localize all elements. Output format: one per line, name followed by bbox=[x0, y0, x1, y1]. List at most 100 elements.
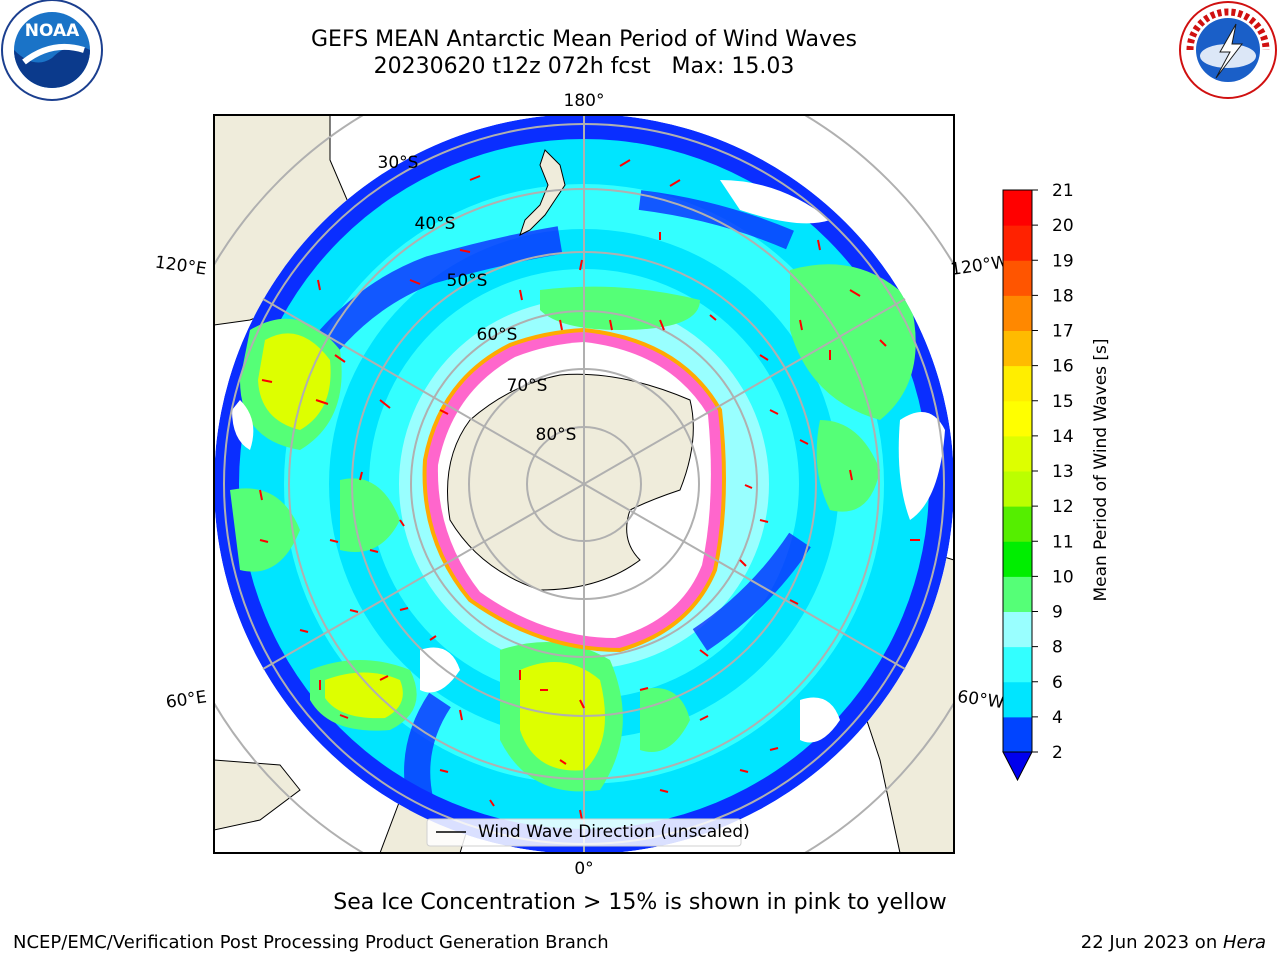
wave-arrow bbox=[579, 809, 583, 821]
wave-arrow bbox=[315, 399, 329, 405]
colorbar-swatch bbox=[1003, 330, 1032, 367]
wave-arrow bbox=[359, 471, 363, 481]
wave-direction-arrows bbox=[259, 159, 920, 821]
lat-label-80s: 80°S bbox=[536, 425, 577, 445]
colorbar-swatch bbox=[1003, 611, 1032, 648]
wave-patch-pacific bbox=[790, 264, 916, 420]
wave-arrow bbox=[329, 539, 339, 543]
nws-logo bbox=[1179, 1, 1277, 99]
colorbar-tick-label: 13 bbox=[1052, 462, 1074, 482]
wave-arrow bbox=[817, 239, 821, 251]
wave-arrow bbox=[429, 635, 437, 641]
colorbar-tick-label: 6 bbox=[1052, 673, 1063, 693]
lon-label-0: 0° bbox=[574, 859, 593, 879]
lat-label-70s: 70°S bbox=[507, 376, 548, 396]
wave-arrow bbox=[799, 439, 809, 445]
colorbar-swatch bbox=[1003, 365, 1032, 402]
wave-arrow bbox=[459, 709, 463, 721]
lon-label-180: 180° bbox=[564, 91, 605, 111]
colorbar-swatch bbox=[1003, 400, 1032, 437]
wave-arrow bbox=[334, 354, 346, 363]
colorbar-tick-label: 10 bbox=[1052, 567, 1074, 587]
credit-text: NCEP/EMC/Verification Post Processing Pr… bbox=[13, 932, 609, 953]
colorbar-tick-label: 15 bbox=[1052, 392, 1074, 412]
map-frame bbox=[213, 114, 955, 854]
lon-label-120w: 120°W bbox=[949, 252, 1009, 280]
wave-arrow bbox=[639, 687, 649, 691]
lon-label-60e: 60°E bbox=[165, 687, 208, 712]
host-text: Hera bbox=[1222, 932, 1266, 953]
colorbar-tick-label: 8 bbox=[1052, 638, 1063, 658]
datestamp: 22 Jun 2023 on Hera bbox=[1081, 932, 1266, 953]
wave-arrow bbox=[799, 319, 803, 331]
land-antarctica bbox=[447, 373, 694, 591]
colorbar-swatch bbox=[1003, 260, 1032, 296]
wave-arrow bbox=[659, 789, 669, 793]
wave-arrow bbox=[409, 279, 421, 285]
wave-arrow bbox=[299, 629, 309, 633]
lat-label-30s: 30°S bbox=[378, 153, 419, 173]
colorbar-tick-label: 11 bbox=[1052, 532, 1074, 552]
wave-arrow bbox=[259, 489, 263, 501]
wave-arrow bbox=[459, 249, 471, 253]
wave-arrow bbox=[519, 289, 523, 301]
wave-arrow bbox=[744, 484, 753, 489]
wave-arrow bbox=[659, 319, 665, 331]
wave-arrow bbox=[769, 409, 779, 415]
colorbar-swatch bbox=[1003, 435, 1032, 472]
colorbar-tick-label: 19 bbox=[1052, 251, 1074, 271]
wave-arrow bbox=[559, 759, 567, 765]
colorbar-swatch bbox=[1003, 681, 1032, 718]
wave-arrow bbox=[699, 715, 709, 721]
lon-label-60w: 60°W bbox=[956, 687, 1005, 713]
wave-arrow bbox=[759, 519, 769, 523]
wave-arrow bbox=[699, 649, 709, 657]
wave-arrow bbox=[879, 339, 887, 347]
wave-arrow bbox=[849, 289, 861, 297]
colorbar-tick-label: 17 bbox=[1052, 322, 1074, 342]
colorbar-tick-label: 18 bbox=[1052, 286, 1074, 306]
wave-arrow bbox=[579, 699, 585, 709]
legend-label: Wind Wave Direction (unscaled) bbox=[478, 822, 750, 842]
land-africa bbox=[214, 759, 301, 831]
colorbar-label: Mean Period of Wind Waves [s] bbox=[1091, 338, 1111, 601]
wave-arrow bbox=[261, 379, 273, 383]
lat-label-50s: 50°S bbox=[447, 271, 488, 291]
wave-arrow bbox=[769, 747, 779, 751]
colorbar-swatch bbox=[1003, 576, 1032, 612]
colorbar-tick-label: 12 bbox=[1052, 497, 1074, 517]
wave-arrow bbox=[849, 469, 853, 481]
wave-arrow bbox=[579, 259, 583, 271]
wave-arrow bbox=[259, 539, 269, 543]
colorbar-tick-label: 2 bbox=[1052, 743, 1063, 763]
noaa-logo-text: NOAA bbox=[25, 21, 80, 41]
colorbar-tick-label: 20 bbox=[1052, 216, 1074, 236]
wave-arrow bbox=[369, 549, 379, 553]
wave-arrow bbox=[619, 159, 631, 167]
wave-arrow bbox=[669, 179, 681, 187]
colorbar-extend-arrow bbox=[1002, 751, 1033, 782]
map-subtitle: 20230620 t12z 072h fcst Max: 15.03 bbox=[373, 54, 795, 79]
lon-label-120e: 120°E bbox=[154, 253, 208, 280]
colorbar-swatch bbox=[1003, 295, 1032, 331]
colorbar-tick-label: 16 bbox=[1052, 357, 1074, 377]
wave-arrow bbox=[379, 399, 391, 409]
wave-arrow bbox=[489, 799, 495, 807]
wave-arrow bbox=[469, 175, 481, 181]
wave-arrow bbox=[349, 609, 359, 613]
noaa-logo: NOAA bbox=[1, 0, 103, 101]
colorbar: 2 4 6 8 9 10 11 12 13 14 15 16 17 18 19 20 21 bbox=[1002, 181, 1074, 782]
map-title: GEFS MEAN Antarctic Mean Period of Wind … bbox=[311, 27, 857, 52]
wave-arrow bbox=[399, 607, 409, 611]
wave-arrow bbox=[339, 714, 349, 719]
wind-direction-legend: Wind Wave Direction (unscaled) bbox=[426, 818, 750, 847]
colorbar-tick-label: 21 bbox=[1052, 181, 1074, 201]
colorbar-swatch bbox=[1003, 541, 1032, 577]
wave-arrow bbox=[709, 314, 717, 321]
colorbar-tick-label: 14 bbox=[1052, 427, 1074, 447]
wave-arrow bbox=[609, 319, 613, 331]
colorbar-tick-label: 4 bbox=[1052, 708, 1063, 728]
sea-ice-note: Sea Ice Concentration > 15% is shown in … bbox=[333, 890, 947, 915]
wave-arrow bbox=[439, 409, 449, 415]
